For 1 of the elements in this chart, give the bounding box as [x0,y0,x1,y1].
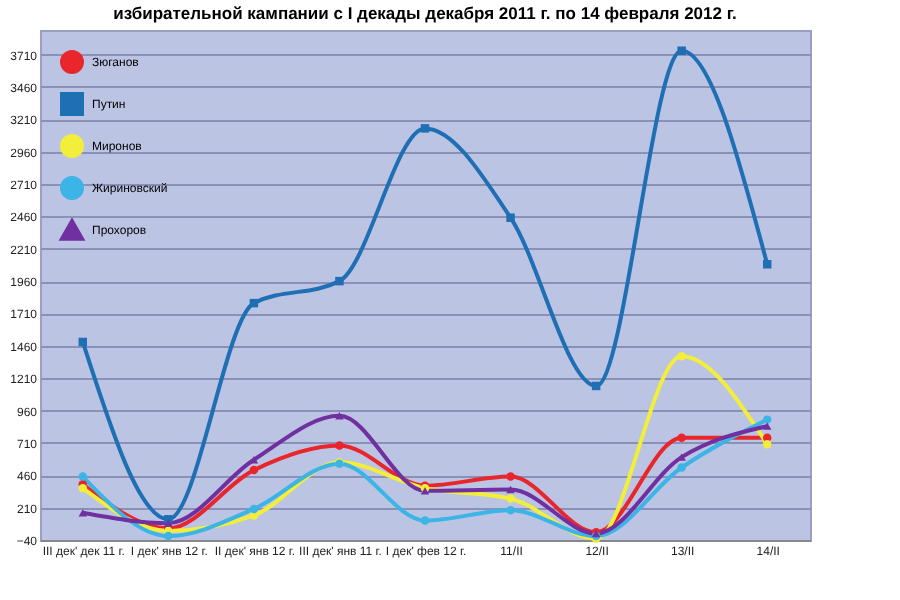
chart-title: избирательной кампании с I декады декабря 2011 г. по 14 февраля 2012 г. [113,3,737,23]
